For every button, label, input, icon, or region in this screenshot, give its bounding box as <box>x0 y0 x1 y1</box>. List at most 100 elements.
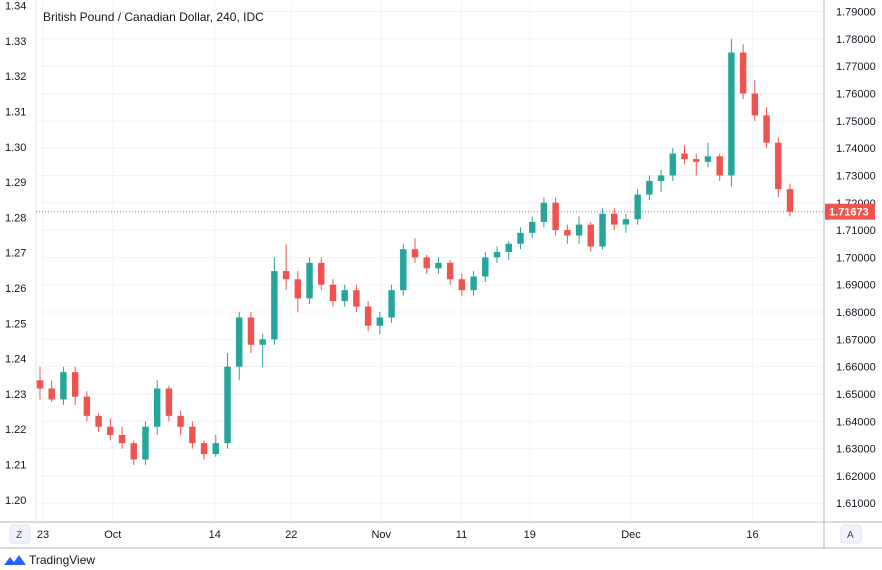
candle-body <box>118 434 126 444</box>
left-tick-label: 1.20 <box>5 495 26 507</box>
auto-scale-button-label: A <box>847 530 854 541</box>
time-tick-label: 19 <box>524 529 536 541</box>
candle-body <box>329 284 337 302</box>
tradingview-logo-icon <box>4 555 26 565</box>
candle-body <box>739 52 747 94</box>
candle-body <box>177 415 184 427</box>
candle-body <box>71 372 79 397</box>
candles <box>36 38 794 466</box>
candle-body <box>423 257 430 269</box>
candle-body <box>189 426 196 444</box>
time-tick-label: 22 <box>285 529 297 541</box>
right-tick-label: 1.76000 <box>836 89 876 101</box>
left-tick-label: 1.26 <box>5 283 26 295</box>
left-tick-label: 1.34 <box>5 1 26 13</box>
right-tick-label: 1.69000 <box>836 280 876 292</box>
candle-body <box>599 213 606 247</box>
candle-body <box>364 306 372 326</box>
right-tick-label: 1.67000 <box>836 334 876 346</box>
right-axis: 1.79000 1.78000 1.77000 1.76000 1.75000 1.740… <box>836 7 876 511</box>
time-tick-label: 16 <box>746 529 758 541</box>
candle-body <box>36 380 44 389</box>
right-tick-label: 1.79000 <box>836 7 876 19</box>
right-tick-label: 1.62000 <box>836 471 876 483</box>
candle-body <box>212 443 220 455</box>
candle-body <box>107 426 114 435</box>
time-tick-label: 14 <box>209 529 221 541</box>
candle-body <box>458 279 466 291</box>
left-tick-label: 1.22 <box>5 424 26 436</box>
chart-title: British Pound / Canadian Dollar, 240, ID… <box>43 10 264 24</box>
right-tick-label: 1.74000 <box>836 143 876 155</box>
right-tick-label: 1.75000 <box>836 116 876 128</box>
candle-body <box>622 219 630 225</box>
candle-body <box>83 396 91 416</box>
candle-body <box>153 388 161 427</box>
left-tick-label: 1.21 <box>5 460 26 472</box>
candle-body <box>786 189 794 212</box>
candle-body <box>704 156 712 162</box>
right-tick-label: 1.73000 <box>836 170 876 182</box>
right-tick-label: 1.66000 <box>836 362 876 374</box>
candle-body <box>470 276 477 291</box>
time-tick-label: Nov <box>371 529 391 541</box>
time-tick-label: Oct <box>104 529 121 541</box>
candle-body <box>353 290 360 307</box>
left-tick-label: 1.23 <box>5 389 26 401</box>
candle-body <box>200 443 208 455</box>
right-tick-label: 1.65000 <box>836 389 876 401</box>
candle-body <box>259 339 266 345</box>
timezone-button-label: Z <box>16 530 22 541</box>
candle-body <box>446 262 454 280</box>
candle-body <box>528 221 536 233</box>
current-price-tag <box>825 203 875 220</box>
candle-body <box>552 202 559 231</box>
right-tick-label: 1.64000 <box>836 416 876 428</box>
right-tick-label: 1.61000 <box>836 498 876 510</box>
candle-body <box>306 262 313 299</box>
tradingview-logo-text: TradingView <box>29 553 96 567</box>
candle-body <box>282 271 290 280</box>
right-tick-label: 1.77000 <box>836 61 876 73</box>
candle-body <box>657 175 665 181</box>
left-tick-label: 1.25 <box>5 318 26 330</box>
candle-body <box>540 202 548 222</box>
time-tick-label: Dec <box>621 529 641 541</box>
candle-body <box>224 366 231 444</box>
candle-body <box>493 251 501 258</box>
current-price-label: 1.71673 <box>829 207 869 219</box>
timezone-button[interactable] <box>9 524 31 544</box>
candle-body <box>775 142 782 190</box>
left-tick-label: 1.24 <box>5 354 26 366</box>
left-axis: 1.34 1.33 1.32 1.31 1.30 1.29 1.28 1.27 1.26 1.25… <box>5 1 26 507</box>
candle-body <box>48 388 55 400</box>
tradingview-logo[interactable]: TradingView <box>4 552 95 568</box>
candle-body <box>341 290 348 302</box>
candle-body <box>610 213 618 225</box>
left-tick-label: 1.31 <box>5 106 26 118</box>
candle-body <box>294 279 302 299</box>
right-tick-label: 1.71000 <box>836 225 876 237</box>
candle-body <box>587 224 595 247</box>
candle-body <box>400 249 407 291</box>
right-tick-label: 1.70000 <box>836 252 876 264</box>
left-tick-label: 1.32 <box>5 71 26 83</box>
candle-body <box>411 249 419 258</box>
candle-body <box>142 426 149 460</box>
auto-scale-button[interactable] <box>840 524 862 544</box>
time-tick-label: 23 <box>37 529 49 541</box>
left-tick-label: 1.27 <box>5 248 26 260</box>
candle-body <box>681 153 688 160</box>
candle-body <box>482 257 489 277</box>
candle-body <box>130 443 137 460</box>
candle-body <box>247 317 255 345</box>
left-tick-label: 1.29 <box>5 177 26 189</box>
candle-body <box>564 230 571 236</box>
left-tick-label: 1.30 <box>5 142 26 154</box>
candle-body <box>517 232 524 244</box>
candle-body <box>435 262 442 269</box>
candle-body <box>505 243 512 252</box>
time-axis: 23 Oct 14 22 Nov 11 19 Dec 16 <box>37 529 759 541</box>
candle-body <box>728 52 735 176</box>
